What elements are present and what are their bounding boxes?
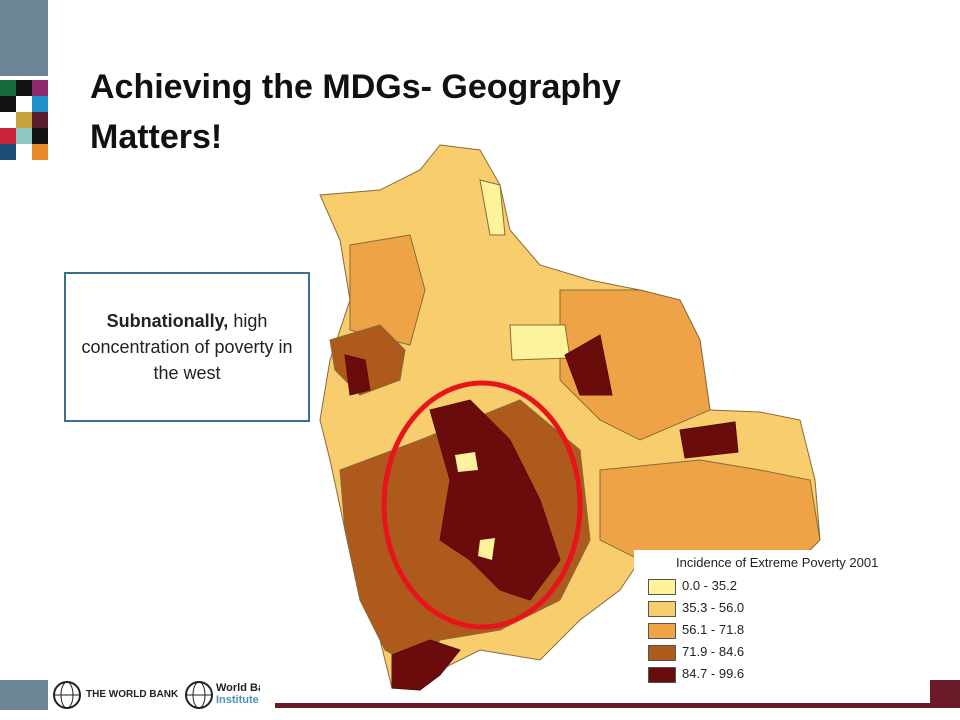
map-region (478, 538, 495, 560)
decor-square (0, 112, 16, 128)
map-region (344, 354, 371, 396)
map-region (455, 452, 478, 472)
callout-box: Subnationally, high concentration of pov… (64, 272, 310, 422)
map-region (564, 334, 613, 396)
legend-label: 35.3 - 56.0 (682, 600, 745, 615)
legend-title: Incidence of Extreme Poverty 2001 (676, 555, 879, 570)
legend-swatch (648, 600, 676, 617)
map-region (559, 289, 711, 441)
legend-label: 71.9 - 84.6 (682, 644, 745, 659)
decor-square (16, 112, 32, 128)
map-region (429, 399, 561, 601)
callout-bold: Subnationally, (106, 311, 229, 331)
legend-swatch (648, 578, 676, 595)
legend-item: 56.1 - 71.8 (648, 622, 744, 639)
decor-square (0, 80, 16, 96)
callout-text: Subnationally, high concentration of pov… (74, 308, 300, 386)
map-region (599, 459, 821, 561)
title: Achieving the MDGs- Geography Matters! (90, 68, 621, 156)
footer-institute-2: Institute (216, 694, 259, 706)
footer-bank: THE WORLD BANK (86, 689, 179, 700)
legend-label: 0.0 - 35.2 (682, 578, 737, 593)
decor-square (32, 96, 48, 112)
footer-institute-1: World Bank (216, 682, 260, 694)
decor-square (16, 144, 32, 160)
footer-line (275, 703, 960, 708)
decor-square (32, 80, 48, 96)
legend-label: 56.1 - 71.8 (682, 622, 745, 637)
map-region (479, 179, 506, 236)
legend-item: 71.9 - 84.6 (648, 644, 744, 661)
legend-item: 0.0 - 35.2 (648, 578, 737, 595)
decor-bar (0, 0, 48, 76)
decor-square (16, 80, 32, 96)
callout-rest: high concentration of poverty in the wes… (81, 311, 293, 383)
decor-square (0, 128, 16, 144)
legend-item: 35.3 - 56.0 (648, 600, 744, 617)
legend: Incidence of Extreme Poverty 2001 0.0 - … (634, 550, 924, 692)
footer-logos (53, 681, 213, 709)
legend-swatch (648, 666, 676, 683)
legend-swatch (648, 644, 676, 661)
decor-square (16, 96, 32, 112)
decor-square (32, 128, 48, 144)
highlight-ellipse (381, 380, 583, 630)
map-region (391, 639, 461, 691)
legend-label: 84.7 - 99.6 (682, 666, 745, 681)
footer-square (930, 680, 960, 708)
decor-square (16, 128, 32, 144)
decor-square (0, 96, 16, 112)
map-region (349, 234, 426, 346)
decor-square (32, 144, 48, 160)
map-region (679, 421, 739, 459)
footer-institute: World Bank Institute (216, 682, 260, 706)
decor-square (32, 112, 48, 128)
footer-block (0, 680, 48, 710)
decor-square (0, 144, 16, 160)
map-region (509, 324, 571, 361)
legend-item: 84.7 - 99.6 (648, 666, 744, 683)
legend-swatch (648, 622, 676, 639)
